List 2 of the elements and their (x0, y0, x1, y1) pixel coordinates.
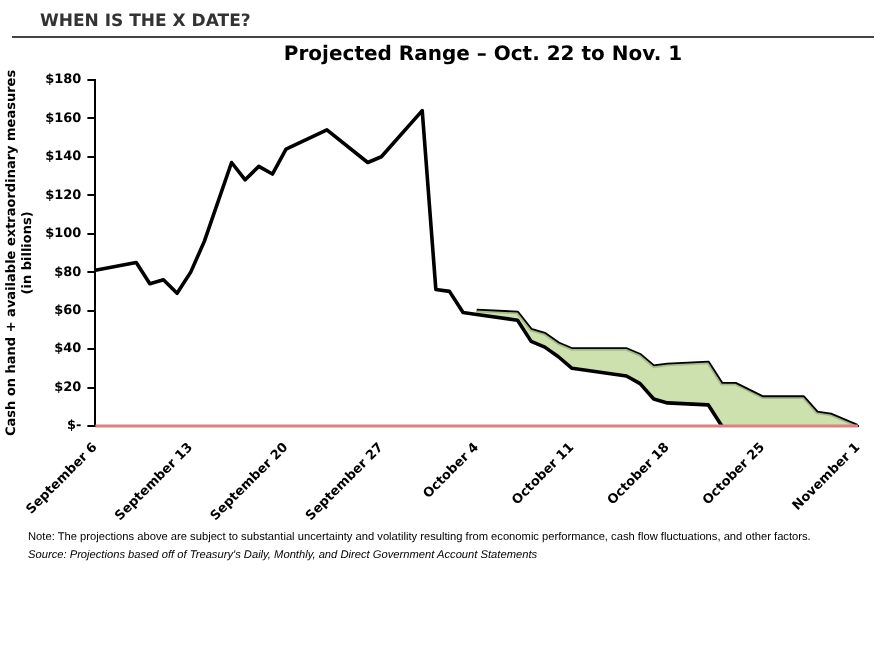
chart-title: WHEN IS THE X DATE? (12, 0, 874, 38)
chart-subtitle: Projected Range – Oct. 22 to Nov. 1 (281, 44, 685, 66)
